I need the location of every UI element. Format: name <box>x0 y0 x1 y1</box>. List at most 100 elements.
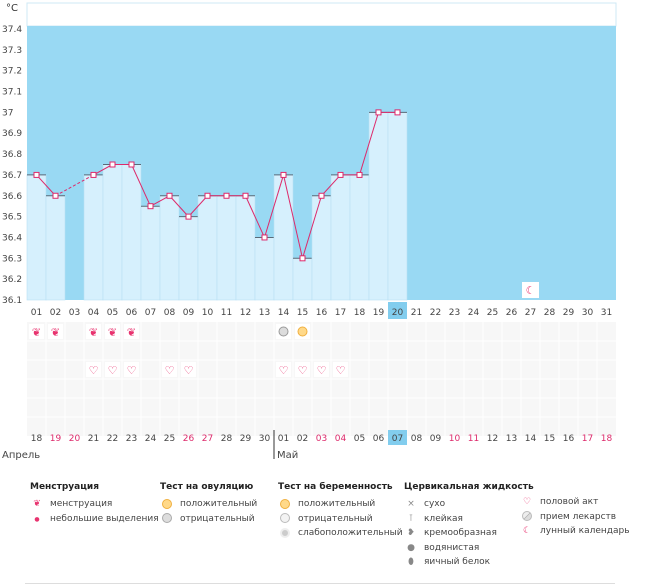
positive-test-icon <box>160 497 174 512</box>
date-label: 06 <box>373 434 385 444</box>
date-label: 18 <box>601 434 613 444</box>
temperature-bar <box>197 195 218 301</box>
temperature-bar <box>159 195 180 301</box>
x-tick-label: 12 <box>240 308 251 318</box>
x-tick-label: 15 <box>297 308 308 318</box>
x-tick-label: 10 <box>202 308 214 318</box>
heart-icon: ♡ <box>89 364 99 377</box>
small-drop-icon: ● <box>34 515 40 523</box>
marker-cell <box>86 324 101 339</box>
temperature-line-segment <box>169 195 189 217</box>
menstruation-drop-icon: ❦ <box>32 326 41 339</box>
menstruation-drop-icon: ❦ <box>51 326 60 339</box>
date-label: 16 <box>563 434 575 444</box>
menstruation-drop-icon: ❦ <box>89 326 98 339</box>
legend-item-sticky: ⊺ клейкая <box>404 512 534 527</box>
pill-icon <box>520 510 534 525</box>
date-label: 27 <box>202 434 213 444</box>
temperature-bar <box>26 174 47 301</box>
legend-item-ovulation-negative: отрицательный <box>160 512 257 527</box>
x-tick-label: 05 <box>107 308 118 318</box>
x-tick-label: 23 <box>449 308 460 318</box>
x-tick-label: 20 <box>392 308 404 318</box>
date-label: 18 <box>31 434 43 444</box>
temperature-point <box>318 192 325 199</box>
temperature-line-segment <box>93 164 113 176</box>
date-label: 29 <box>240 434 252 444</box>
x-tick-label: 03 <box>69 308 80 318</box>
temperature-point <box>375 109 382 116</box>
legend-item-intercourse: ♡ половой акт <box>520 495 630 510</box>
temperature-point <box>109 161 116 168</box>
legend-label: прием лекарств <box>540 511 617 522</box>
date-label: 25 <box>164 434 175 444</box>
heart-icon: ♡ <box>317 364 327 377</box>
x-tick-label: 28 <box>544 308 556 318</box>
marker-cell <box>295 362 310 377</box>
creamy-icon: ❥ <box>407 528 415 538</box>
temperature-line-segment <box>264 174 284 238</box>
moon-icon: ☾ <box>526 284 536 297</box>
legend-label: сухо <box>424 499 446 509</box>
x-tick-label: 04 <box>88 308 100 318</box>
legend-label: водянистая <box>424 542 480 553</box>
plot-header-strip <box>26 2 617 27</box>
temperature-bar <box>83 174 104 301</box>
date-label: 21 <box>88 434 99 444</box>
legend-menstruation: Менструация ❦ менструация ● небольшие выде… <box>30 482 159 526</box>
temperature-point <box>337 171 344 178</box>
water-drop-icon: ● <box>407 542 415 553</box>
legend-label: клейкая <box>424 513 463 524</box>
legend-label: лунный календарь <box>540 526 630 536</box>
temperature-line-gap <box>55 174 94 197</box>
legend-item-lunar: ☾ лунный календарь <box>520 524 630 539</box>
date-label: 08 <box>411 434 423 444</box>
temperature-line-segment <box>188 195 208 217</box>
temperature-bar <box>387 112 408 301</box>
date-label: 13 <box>506 434 517 444</box>
y-tick-label: 37.4 <box>2 25 22 35</box>
date-label: 01 <box>278 434 289 444</box>
temperature-bar <box>368 112 389 301</box>
negative-test-icon <box>278 512 292 527</box>
legend-item-medication: прием лекарств <box>520 510 630 525</box>
legend-label: кремообразная <box>424 528 497 538</box>
marker-cell <box>314 362 329 377</box>
temperature-point <box>204 192 211 199</box>
y-tick-label: 36.7 <box>2 171 22 181</box>
temperature-bar <box>121 164 142 301</box>
marker-cell <box>181 362 196 377</box>
legend-menstruation-title: Менструация <box>30 482 99 492</box>
temperature-point <box>356 171 363 178</box>
date-label: 26 <box>183 434 195 444</box>
legend-item-creamy: ❥ кремообразная <box>404 526 534 541</box>
heart-icon: ♡ <box>184 364 194 377</box>
x-tick-label: 13 <box>259 308 270 318</box>
temperature-bar <box>311 195 332 301</box>
menstruation-drop-icon: ❦ <box>108 326 117 339</box>
legend-label: отрицательный <box>180 513 255 524</box>
x-tick-label: 21 <box>411 308 422 318</box>
legend-label: отрицательный <box>298 513 373 524</box>
date-label: 05 <box>354 434 365 444</box>
marker-cell <box>48 324 63 339</box>
legend-item-pregnancy-weak: слабоположительный <box>278 526 403 541</box>
marker-cell <box>105 324 120 339</box>
marker-cell <box>333 362 348 377</box>
legend-ovulation-test: Тест на овуляцию положительный отрицател… <box>160 482 257 526</box>
date-label: 30 <box>259 434 271 444</box>
x-tick-label: 25 <box>487 308 498 318</box>
temperature-point <box>242 192 249 199</box>
heart-icon: ♡ <box>336 364 346 377</box>
x-tick-label: 09 <box>183 308 195 318</box>
current-date-highlight <box>388 430 407 445</box>
legend-pregnancy-test: Тест на беременность положительный отриц… <box>278 482 403 541</box>
egg-white-icon: ⬮ <box>408 557 414 567</box>
temperature-point <box>299 255 306 262</box>
drops-icon: ❦ <box>33 499 41 509</box>
date-label: 22 <box>107 434 118 444</box>
legend-label: половой акт <box>540 497 599 507</box>
moon-icon: ☾ <box>522 526 532 536</box>
marker-cell <box>86 362 101 377</box>
y-tick-label: 36.6 <box>2 192 22 202</box>
